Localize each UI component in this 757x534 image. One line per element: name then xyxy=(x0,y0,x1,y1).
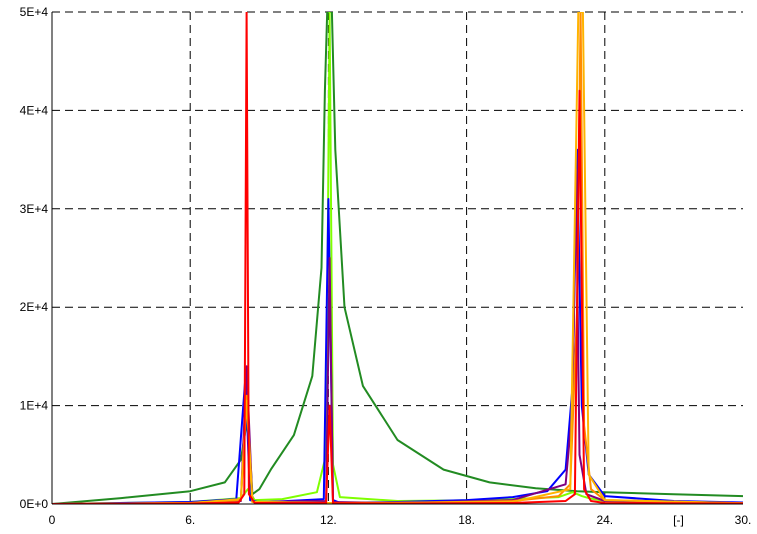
x-tick-label-3: 18. xyxy=(458,513,475,527)
y-axis-ticks: 0E+0 1E+4 2E+4 3E+4 4E+4 5E+4 xyxy=(20,5,49,511)
y-tick-label-4: 4E+4 xyxy=(20,103,49,117)
series-line-5 xyxy=(52,12,743,504)
y-tick-label-2: 2E+4 xyxy=(20,300,49,314)
x-axis-ticks: 0 6. 12. 18. 24. 30. xyxy=(49,513,752,527)
x-tick-label-2: 12. xyxy=(320,513,337,527)
y-tick-label-5: 5E+4 xyxy=(20,5,49,19)
y-tick-label-1: 1E+4 xyxy=(20,399,49,413)
series-lines xyxy=(52,12,743,504)
y-tick-label-0: 0E+0 xyxy=(20,497,49,511)
x-axis-unit-label: [-] xyxy=(673,513,684,527)
x-tick-label-0: 0 xyxy=(49,513,56,527)
plot-frame xyxy=(51,12,743,505)
x-tick-label-1: 6. xyxy=(185,513,195,527)
series-line-6 xyxy=(52,12,743,504)
x-tick-label-5: 30. xyxy=(735,513,752,527)
y-tick-label-3: 3E+4 xyxy=(20,202,49,216)
x-tick-label-4: 24. xyxy=(596,513,613,527)
